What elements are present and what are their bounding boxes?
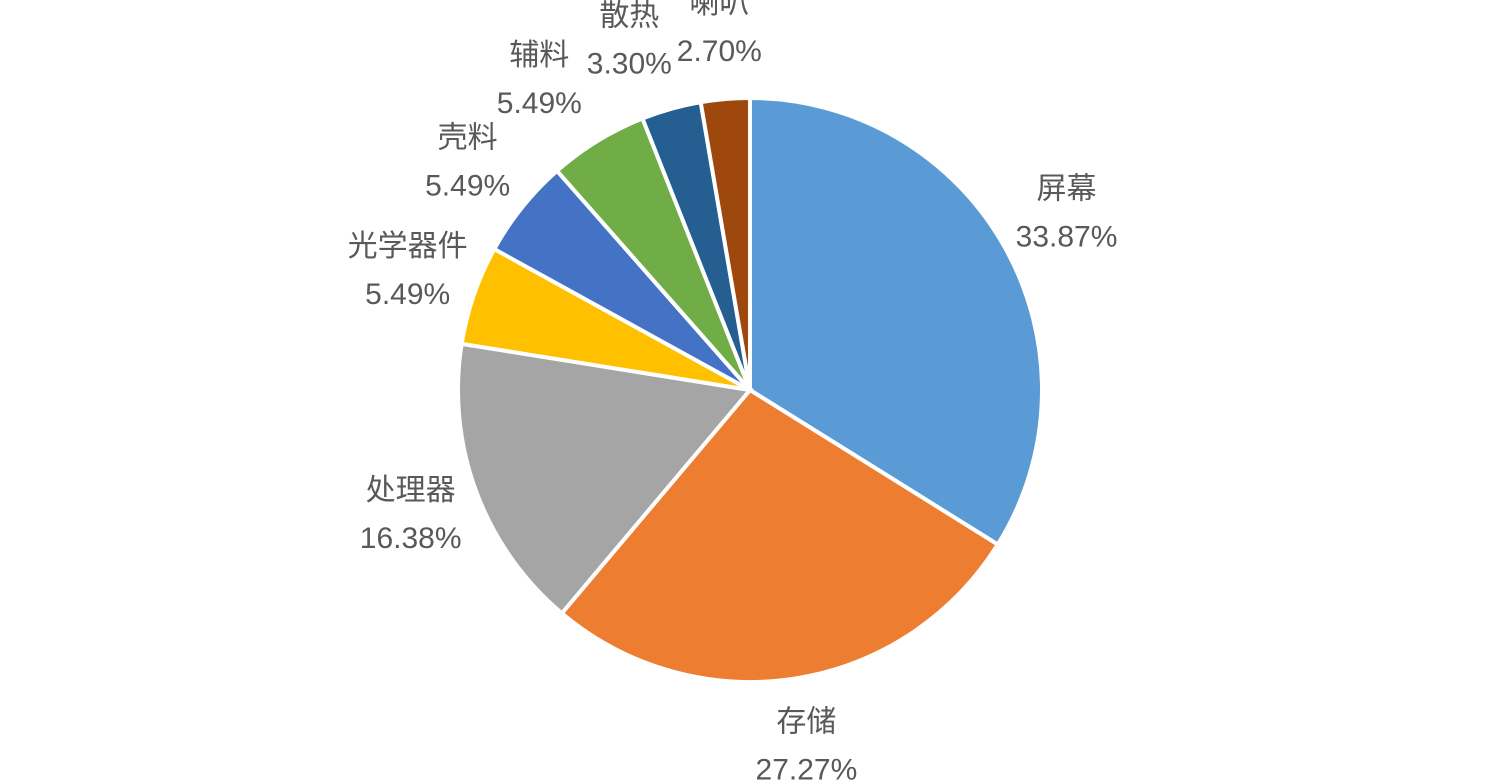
category-label: 喇叭 xyxy=(689,0,749,20)
category-label: 散热 xyxy=(599,0,659,32)
value-label: 2.70% xyxy=(677,35,762,68)
category-label: 光学器件 xyxy=(348,230,468,263)
value-label: 27.27% xyxy=(756,753,858,782)
value-label: 5.49% xyxy=(365,278,450,311)
value-label: 16.38% xyxy=(360,522,462,555)
category-label: 辅料 xyxy=(509,39,569,72)
category-label: 存储 xyxy=(776,705,836,738)
category-label: 处理器 xyxy=(366,474,456,507)
value-label: 5.49% xyxy=(425,169,510,202)
category-label: 屏幕 xyxy=(1037,172,1097,205)
value-label: 33.87% xyxy=(1016,220,1118,253)
value-label: 5.49% xyxy=(497,87,582,120)
pie-slice xyxy=(698,95,752,391)
category-label: 壳料 xyxy=(438,121,498,154)
value-label: 3.30% xyxy=(587,47,672,80)
pie-slice xyxy=(558,387,1001,684)
pie-slice xyxy=(456,341,754,617)
pie-slice xyxy=(748,95,1044,548)
